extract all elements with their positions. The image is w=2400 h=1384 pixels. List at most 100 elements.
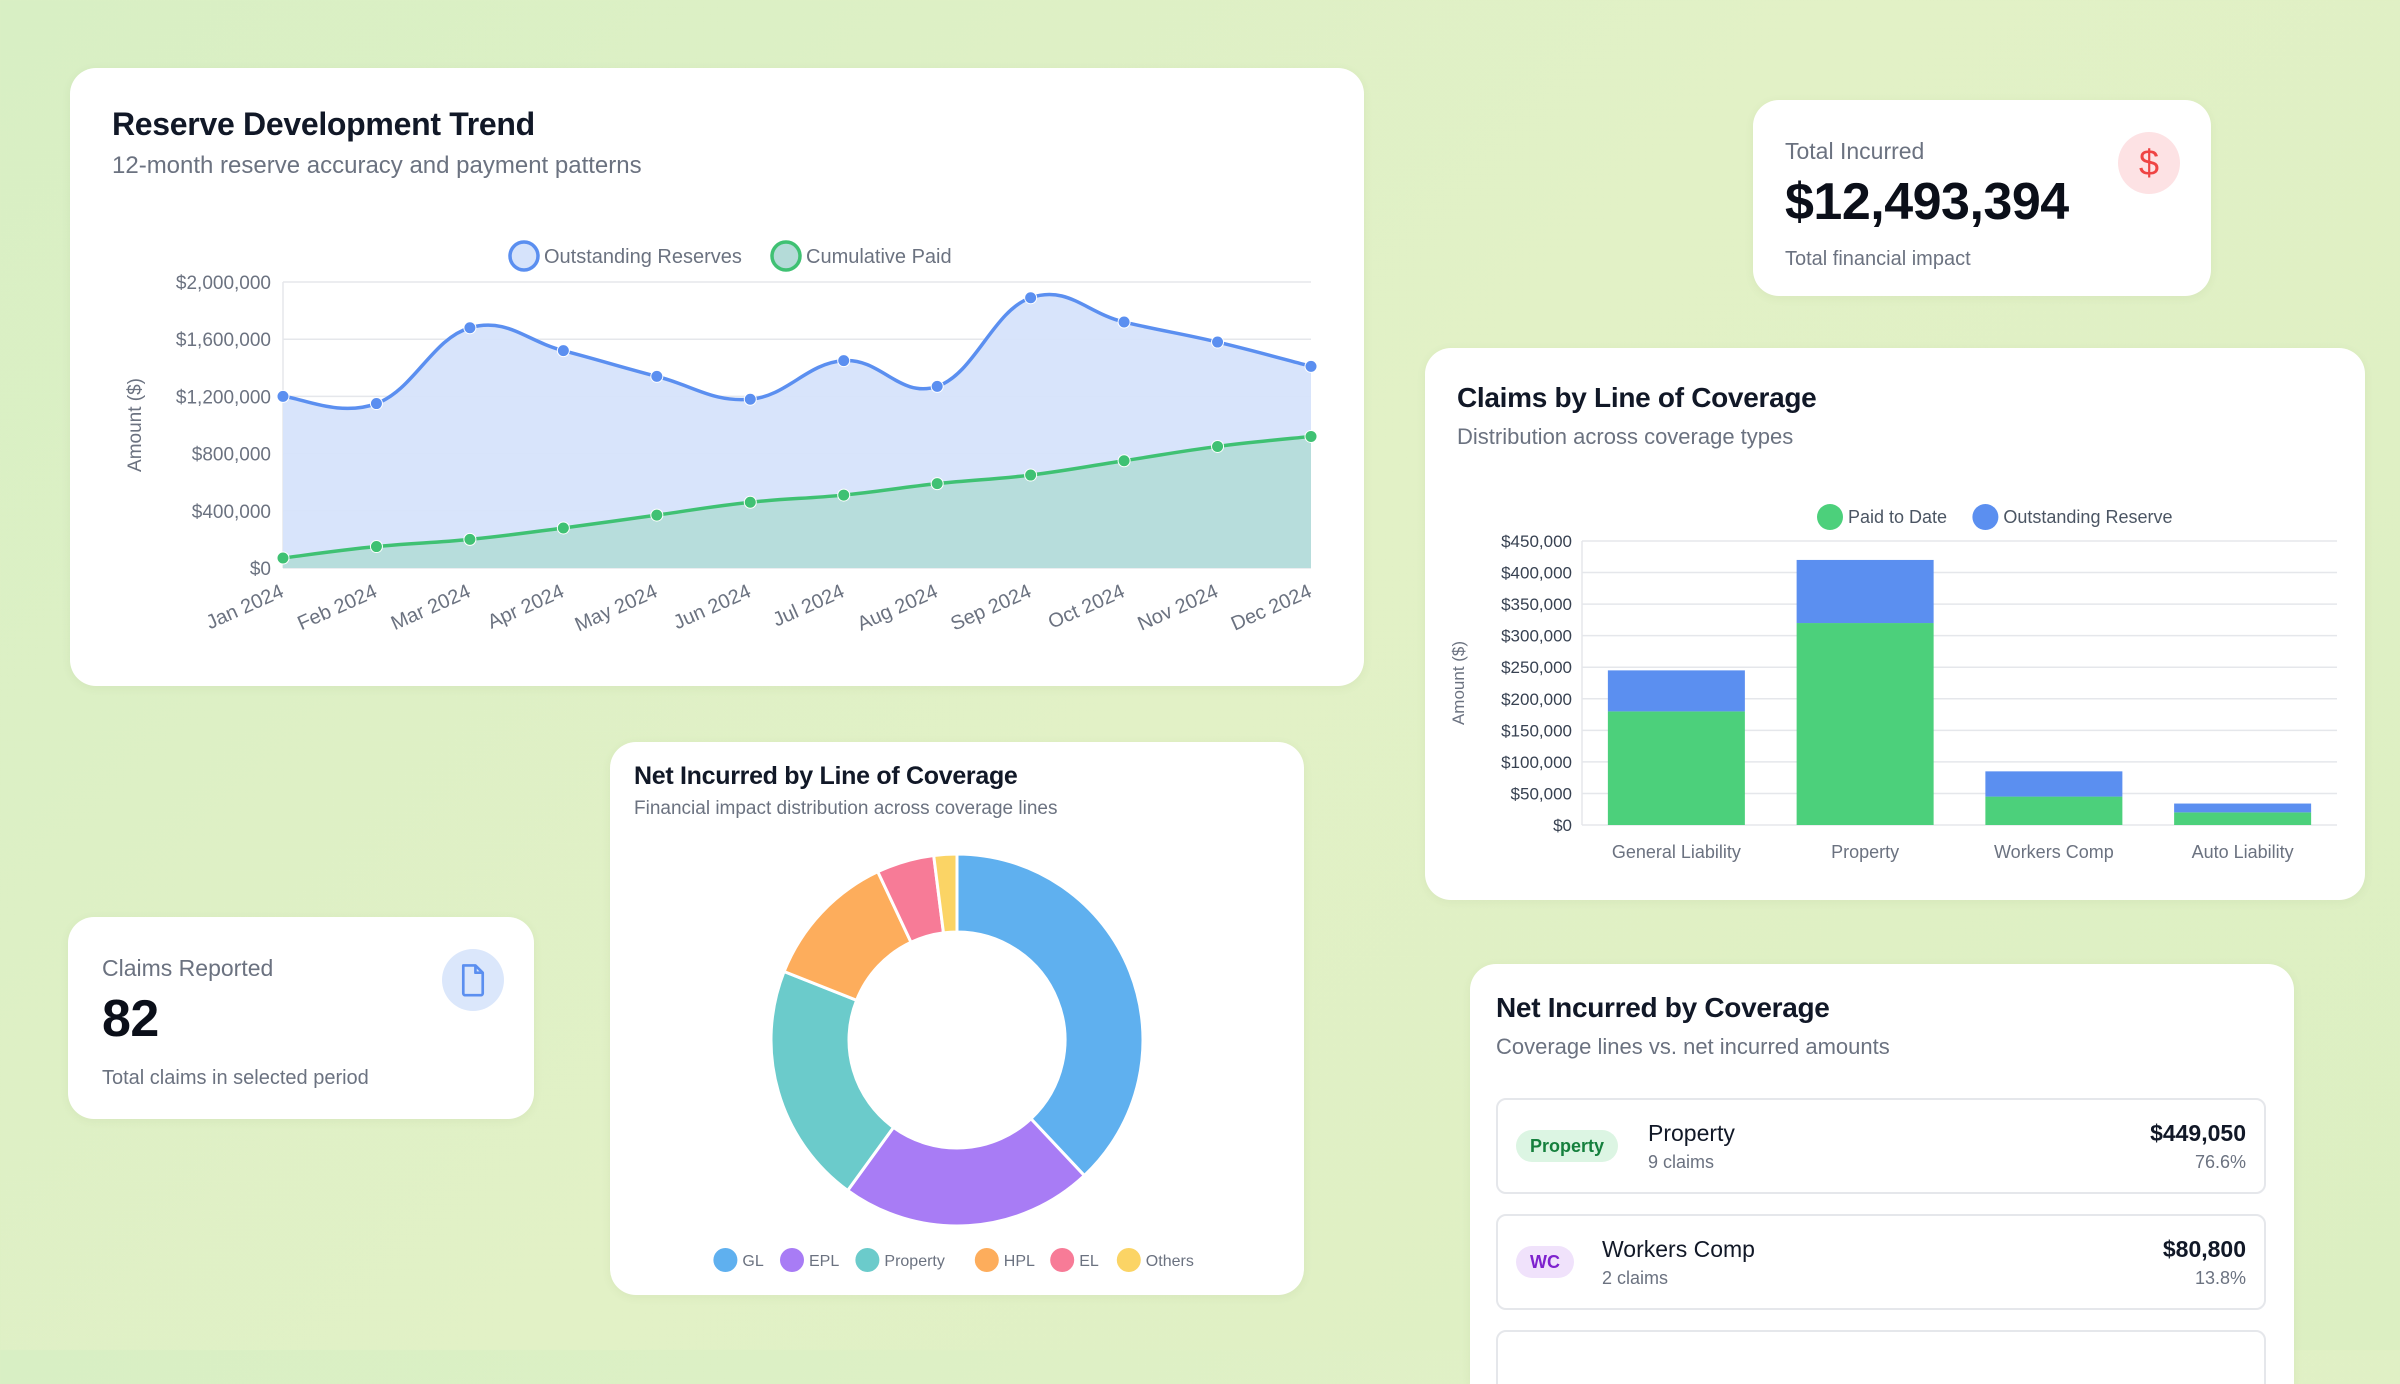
- donut-slice-property: [769, 969, 896, 1193]
- data-point: [650, 508, 664, 522]
- x-tick-label: Jun 2024: [670, 580, 754, 634]
- bar-outstanding-reserve: [2174, 803, 2312, 813]
- coverage-row-property[interactable]: Property Property 9 claims $449,050 76.6…: [1496, 1098, 2266, 1194]
- data-point: [369, 397, 383, 411]
- donut-slice-others: [932, 852, 959, 935]
- data-point: [556, 344, 570, 358]
- donut-subtitle: Financial impact distribution across cov…: [634, 798, 1058, 819]
- net-incurred-donut-chart: GL EPL Property HPL EL Others: [713, 852, 1194, 1272]
- y-tick-label: $1,600,000: [176, 330, 271, 351]
- coverage-amount: $80,800: [2162, 1236, 2246, 1262]
- coverage-row-next[interactable]: [1496, 1330, 2266, 1384]
- legend-label: Others: [1146, 1253, 1194, 1270]
- legend-marker: [713, 1248, 738, 1272]
- data-point: [1024, 291, 1038, 305]
- total-incurred-value: $12,493,394: [1785, 173, 2069, 231]
- bar-paid-to-date: [2174, 812, 2312, 825]
- claims-reported-value: 82: [102, 990, 159, 1048]
- data-point: [837, 488, 851, 502]
- data-point: [463, 321, 477, 335]
- bar-outstanding-reserve: [1985, 771, 2123, 797]
- net-by-coverage-subtitle: Coverage lines vs. net incurred amounts: [1496, 1034, 1890, 1059]
- legend-label: Outstanding Reserves: [544, 246, 742, 268]
- legend-marker: [1972, 504, 1999, 530]
- data-point: [1211, 335, 1225, 349]
- legend-label: Property: [884, 1253, 944, 1270]
- data-point: [1117, 315, 1131, 329]
- y-tick-label: $0: [1553, 816, 1572, 835]
- donut-title: Net Incurred by Line of Coverage: [634, 762, 1018, 790]
- donut-slice-epl: [845, 1116, 1087, 1228]
- donut-slice-gl: [955, 852, 1145, 1178]
- data-point: [1304, 429, 1318, 443]
- x-tick-label: Apr 2024: [484, 580, 567, 633]
- claims-by-line-card: Claims by Line of Coverage Distribution …: [1425, 348, 2365, 900]
- data-point: [556, 521, 570, 535]
- x-tick-label: Jul 2024: [770, 580, 848, 631]
- y-tick-label: $100,000: [1501, 753, 1572, 772]
- data-point: [1024, 468, 1038, 482]
- line-cumulative-paid: [282, 434, 1312, 560]
- total-incurred-label: Total Incurred: [1785, 138, 1925, 164]
- legend-marker: [1050, 1248, 1075, 1272]
- y-tick-label: $1,200,000: [176, 387, 271, 408]
- x-tick-label: Aug 2024: [854, 580, 941, 635]
- x-tick-label: Workers Comp: [1994, 842, 2114, 862]
- legend-label: EL: [1079, 1253, 1099, 1270]
- y-tick-label: $200,000: [1501, 690, 1572, 709]
- claims-reported-desc: Total claims in selected period: [102, 1067, 369, 1089]
- legend-label: EPL: [809, 1253, 839, 1270]
- legend-marker: [855, 1248, 880, 1272]
- legend-label: Paid to Date: [1848, 507, 1947, 527]
- legend-marker: [508, 240, 540, 272]
- claims-by-line-subtitle: Distribution across coverage types: [1457, 424, 1794, 449]
- coverage-percent: 13.8%: [2194, 1268, 2246, 1288]
- coverage-count: 9 claims: [1648, 1152, 1715, 1172]
- y-tick-label: $150,000: [1501, 721, 1572, 740]
- x-tick-label: Feb 2024: [294, 580, 380, 634]
- data-point: [930, 379, 944, 393]
- y-tick-label: $2,000,000: [176, 273, 271, 294]
- bar-paid-to-date: [1985, 796, 2123, 825]
- coverage-name: Property: [1648, 1120, 1735, 1146]
- x-tick-label: May 2024: [572, 580, 661, 636]
- claims-by-line-title: Claims by Line of Coverage: [1457, 382, 1817, 413]
- legend-label: Outstanding Reserve: [2003, 507, 2172, 527]
- x-tick-label: Dec 2024: [1228, 580, 1315, 635]
- data-point: [463, 532, 477, 546]
- data-point: [930, 477, 944, 491]
- legend-marker: [1116, 1248, 1141, 1272]
- coverage-percent: 76.6%: [2194, 1152, 2246, 1172]
- reserve-trend-subtitle: 12-month reserve accuracy and payment pa…: [112, 152, 642, 179]
- y-axis-label: Amount ($): [125, 378, 146, 472]
- coverage-row-workers-comp[interactable]: WC Workers Comp 2 claims $80,800 13.8%: [1496, 1214, 2266, 1310]
- coverage-amount: $449,050: [2150, 1120, 2246, 1146]
- net-by-coverage-title: Net Incurred by Coverage: [1496, 992, 1830, 1023]
- net-by-coverage-card: Net Incurred by Coverage Coverage lines …: [1470, 964, 2294, 1384]
- claims-by-line-chart: $0 $50,000 $100,000 $150,000 $200,000 $250,00…: [1449, 504, 2337, 862]
- data-point: [837, 354, 851, 368]
- document-icon: [442, 949, 504, 1011]
- y-tick-label: $400,000: [1501, 564, 1572, 583]
- coverage-count: 2 claims: [1602, 1268, 1669, 1288]
- legend-marker: [974, 1248, 999, 1272]
- y-tick-label: $350,000: [1501, 595, 1572, 614]
- y-tick-label: $400,000: [192, 502, 271, 523]
- bar-paid-to-date: [1607, 711, 1745, 825]
- legend-label: HPL: [1004, 1253, 1035, 1270]
- reserve-trend-chart: $0 $400,000 $800,000 $1,200,000 $1,600,000 $2…: [125, 240, 1318, 636]
- data-point: [369, 540, 383, 554]
- coverage-name: Workers Comp: [1602, 1236, 1755, 1262]
- bar-outstanding-reserve: [1607, 670, 1745, 712]
- total-incurred-desc: Total financial impact: [1785, 248, 1971, 270]
- data-point: [1211, 439, 1225, 453]
- x-tick-label: General Liability: [1612, 842, 1741, 862]
- dollar-icon: $: [2118, 132, 2180, 194]
- legend-label: GL: [742, 1253, 763, 1270]
- x-tick-label: Auto Liability: [2192, 842, 2294, 862]
- claims-reported-label: Claims Reported: [102, 955, 274, 981]
- legend-marker: [780, 1248, 804, 1272]
- y-tick-label: $0: [250, 559, 271, 580]
- data-point: [650, 369, 664, 383]
- coverage-badge: WC: [1516, 1246, 1574, 1278]
